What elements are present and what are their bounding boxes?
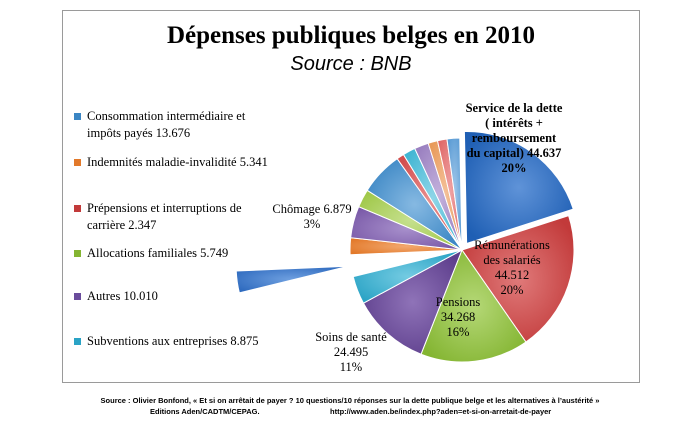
legend-swatch xyxy=(74,293,81,300)
label-line: du capital) 44.637 xyxy=(466,146,562,160)
pie-slice xyxy=(463,131,574,245)
chart-title: Dépenses publiques belges en 2010 xyxy=(166,22,536,49)
pie-slice xyxy=(461,215,575,343)
legend-label: Allocations familiales 5.749 xyxy=(87,246,229,260)
pie-slice xyxy=(362,248,463,355)
label-line: Chômage 6.879 xyxy=(272,202,352,216)
footer-publisher: Editions Aden/CADTM/CEPAG. xyxy=(150,407,260,416)
label-service-dette: Service de la dette ( intérêts + rembour… xyxy=(448,101,580,176)
legend-item: Prépensions et interruptions de carrière… xyxy=(74,200,274,234)
legend-label: Indemnités maladie-invalidité 5.341 xyxy=(87,155,268,169)
label-line: des salariés xyxy=(483,253,541,267)
label-line: 20% xyxy=(501,161,527,175)
label-line: Rémunérations xyxy=(474,238,550,252)
label-line: Soins de santé xyxy=(315,330,387,344)
legend-item: Subventions aux entreprises 8.875 xyxy=(74,333,274,350)
legend-label: Subventions aux entreprises 8.875 xyxy=(87,334,259,348)
label-line: Pensions xyxy=(435,295,481,309)
footer-source: Source : Olivier Bonfond, « Et si on arr… xyxy=(100,396,600,405)
legend-item: Allocations familiales 5.749 xyxy=(74,245,274,262)
label-pensions: Pensions 34.268 16% xyxy=(418,295,498,340)
legend-swatch xyxy=(74,205,81,212)
legend-swatch xyxy=(74,113,81,120)
label-line: 24.495 xyxy=(333,345,369,359)
legend-item: Indemnités maladie-invalidité 5.341 xyxy=(74,154,274,171)
label-soins-sante: Soins de santé 24.495 11% xyxy=(296,330,406,375)
legend-item: Consommation intermédiaire et impôts pay… xyxy=(74,108,274,142)
label-line: 3% xyxy=(303,217,321,231)
pie-slice xyxy=(235,265,349,294)
legend-label: Prépensions et interruptions de carrière… xyxy=(87,201,242,232)
legend-swatch xyxy=(74,250,81,257)
label-line: 34.268 xyxy=(440,310,476,324)
label-line: remboursement xyxy=(471,131,557,145)
label-line: ( intérêts + xyxy=(485,116,543,130)
label-line: 11% xyxy=(339,360,363,374)
pie-slice xyxy=(446,137,463,251)
legend-swatch xyxy=(74,338,81,345)
chart-subtitle: Source : BNB xyxy=(290,53,412,75)
label-line: 20% xyxy=(500,283,524,297)
legend-label: Consommation intermédiaire et impôts pay… xyxy=(87,109,246,140)
label-chomage: Chômage 6.879 3% xyxy=(262,202,362,232)
label-remunerations: Rémunérations des salariés 44.512 20% xyxy=(462,238,562,298)
footer-url: http://www.aden.be/index.php?aden=et-si-… xyxy=(330,407,552,416)
label-line: 44.512 xyxy=(494,268,530,282)
legend-swatch xyxy=(74,159,81,166)
label-line: 16% xyxy=(446,325,470,339)
label-line: Service de la dette xyxy=(465,101,563,115)
pie-slice xyxy=(420,248,527,363)
legend-label: Autres 10.010 xyxy=(87,289,158,303)
legend-item: Autres 10.010 xyxy=(74,288,274,305)
pie-slice xyxy=(352,249,463,304)
